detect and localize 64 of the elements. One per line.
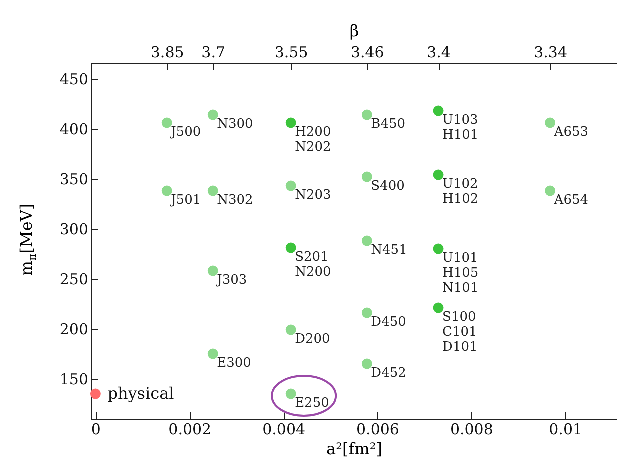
annotation: U103 H101 — [442, 113, 479, 143]
point — [433, 170, 444, 180]
x-tick-label: 0.004 — [262, 420, 306, 438]
annotation: S201 N200 — [295, 250, 332, 280]
y-tick-label: 450 — [60, 70, 88, 88]
annotation: 3.55 — [274, 44, 308, 62]
annotation: 3.34 — [534, 44, 568, 62]
annotation: N451 — [371, 243, 408, 258]
point — [362, 172, 372, 182]
x2-axis-title: β — [350, 22, 360, 40]
annotation: 3.85 — [150, 44, 184, 62]
x-tick-label: 0 — [91, 420, 101, 438]
y-tick-label: 250 — [60, 270, 88, 288]
point — [208, 186, 218, 196]
point — [362, 308, 372, 318]
y-tick-label: 350 — [60, 170, 88, 188]
annotation: N203 — [295, 188, 332, 203]
point — [362, 358, 372, 370]
point — [208, 348, 218, 360]
annotation: 3.7 — [202, 44, 226, 62]
x-tick-label: 0.01 — [549, 420, 583, 438]
x-tick-label: 0.002 — [168, 420, 212, 438]
point — [286, 180, 296, 192]
annotation: B450 — [371, 117, 406, 132]
annotation: 3.46 — [350, 44, 384, 62]
y-tick-label: 150 — [60, 370, 88, 388]
point — [208, 110, 218, 120]
point — [433, 106, 444, 116]
x-axis-title: a²[fm²] — [326, 440, 382, 458]
annotation: E300 — [217, 356, 252, 371]
point — [545, 186, 556, 196]
annotation: A653 — [553, 125, 589, 140]
point — [362, 236, 372, 246]
annotation: J303 — [215, 273, 248, 288]
annotation: J500 — [169, 125, 202, 140]
point — [286, 242, 296, 254]
annotation: U102 H102 — [442, 177, 479, 207]
x-tick-label: 0.006 — [356, 420, 400, 438]
point — [286, 118, 296, 128]
annotation: D450 — [371, 315, 406, 330]
annotation: A654 — [553, 193, 589, 208]
point — [286, 388, 296, 400]
point — [433, 302, 444, 314]
y-tick-label: 200 — [60, 320, 88, 338]
point — [545, 118, 556, 128]
annotation: D452 — [371, 366, 406, 381]
annotation: S400 — [371, 179, 405, 194]
annotation: 3.4 — [427, 44, 451, 62]
annotation: E250 — [295, 396, 330, 411]
annotation: N302 — [217, 193, 254, 208]
point — [362, 110, 372, 120]
point — [433, 244, 444, 254]
annotation: H200 N202 — [295, 125, 332, 155]
annotation: U101 H105 N101 — [442, 251, 479, 296]
annotation: J501 — [169, 193, 202, 208]
annotation: D200 — [295, 332, 330, 347]
y-tick-label: 400 — [60, 120, 88, 138]
y-tick-label: 300 — [60, 220, 88, 238]
point — [90, 388, 101, 400]
point — [286, 324, 296, 336]
x-tick-label: 0.008 — [450, 420, 494, 438]
series-label: physical — [108, 384, 174, 403]
annotation: S100 C101 D101 — [442, 310, 478, 355]
annotation: N300 — [217, 117, 254, 132]
